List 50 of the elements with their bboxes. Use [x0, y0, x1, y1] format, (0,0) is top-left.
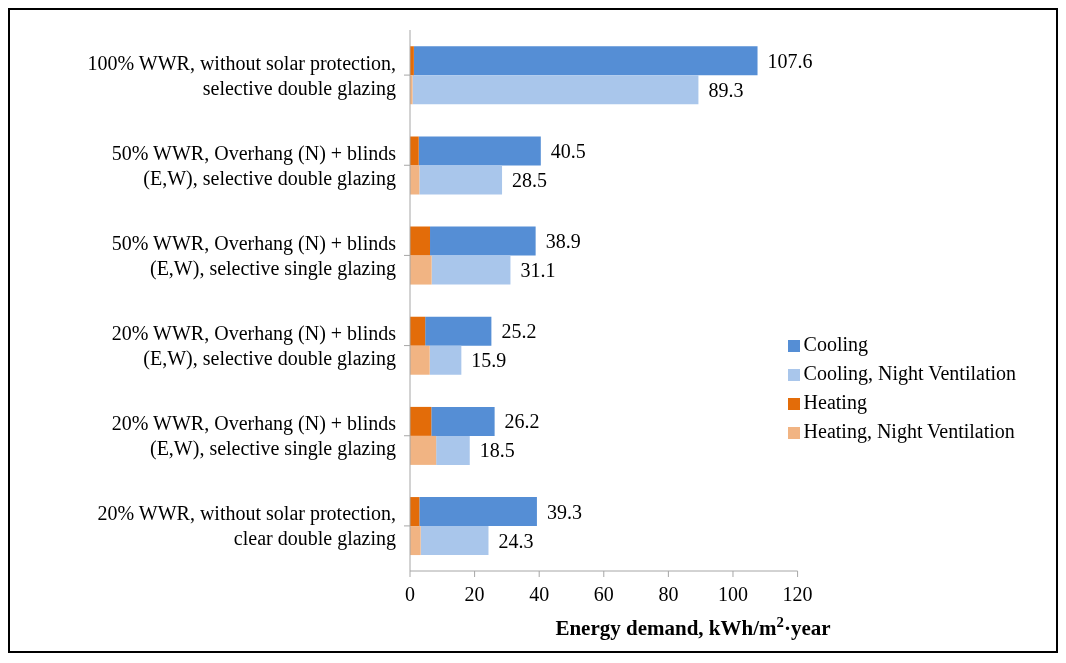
data-label: 28.5 [512, 168, 548, 191]
bar [419, 165, 503, 195]
legend-label: Heating, Night Ventilation [803, 420, 1015, 442]
bar [410, 435, 437, 465]
bar [412, 75, 699, 105]
legend-label: Cooling [803, 333, 869, 355]
bar [410, 255, 432, 285]
x-tick-label: 100 [717, 583, 748, 606]
bar [410, 345, 430, 375]
bar [413, 46, 758, 76]
x-tick-label: 80 [658, 583, 679, 606]
data-label: 38.9 [545, 230, 581, 253]
data-label: 18.5 [479, 439, 515, 462]
bar [431, 406, 495, 436]
bar [431, 255, 511, 285]
data-label: 107.6 [767, 49, 813, 72]
data-label: 31.1 [520, 259, 556, 282]
x-axis-title: Energy demand, kWh/m$^{2}$·year [555, 614, 831, 640]
bar [436, 435, 470, 465]
y-tick-label: 20% WWR, without solar protection, clear double glazing [97, 502, 396, 551]
y-tick-label: 20% WWR, Overhang (N) + blinds (E,W), selective double glazing [111, 322, 397, 371]
y-tick-label: 50% WWR, Overhang (N) + blinds (E,W), selective single glazing [111, 231, 397, 280]
data-label: 39.3 [546, 500, 582, 523]
bar [425, 316, 492, 346]
x-tick-label: 60 [593, 583, 614, 606]
legend-label: Cooling, Night Ventilation [803, 362, 1016, 384]
x-tick-label: 0 [405, 583, 415, 606]
bar [410, 316, 426, 346]
bar [430, 226, 536, 256]
bar [419, 497, 537, 527]
x-tick-label: 40 [529, 583, 550, 606]
bar [420, 526, 489, 556]
bar [429, 345, 462, 375]
bar [410, 226, 431, 256]
bar [410, 526, 421, 556]
bar [418, 136, 541, 166]
y-tick-label: 50% WWR, Overhang (N) + blinds (E,W), selective double glazing [111, 141, 397, 190]
data-label: 24.3 [498, 529, 534, 552]
data-label: 89.3 [708, 78, 744, 101]
x-tick-label: 20 [464, 583, 485, 606]
bar [410, 406, 432, 436]
y-tick-label: 100% WWR, without solar protection, selective double glazing [87, 51, 396, 100]
legend-label: Heating [803, 391, 867, 413]
data-label: 15.9 [471, 349, 507, 372]
data-label: 26.2 [504, 410, 540, 433]
data-label: 40.5 [550, 139, 586, 162]
x-tick-label: 120 [782, 583, 813, 606]
bar [410, 136, 419, 166]
data-label: 25.2 [501, 320, 537, 343]
y-tick-label: 20% WWR, Overhang (N) + blinds (E,W), selective single glazing [111, 412, 397, 461]
